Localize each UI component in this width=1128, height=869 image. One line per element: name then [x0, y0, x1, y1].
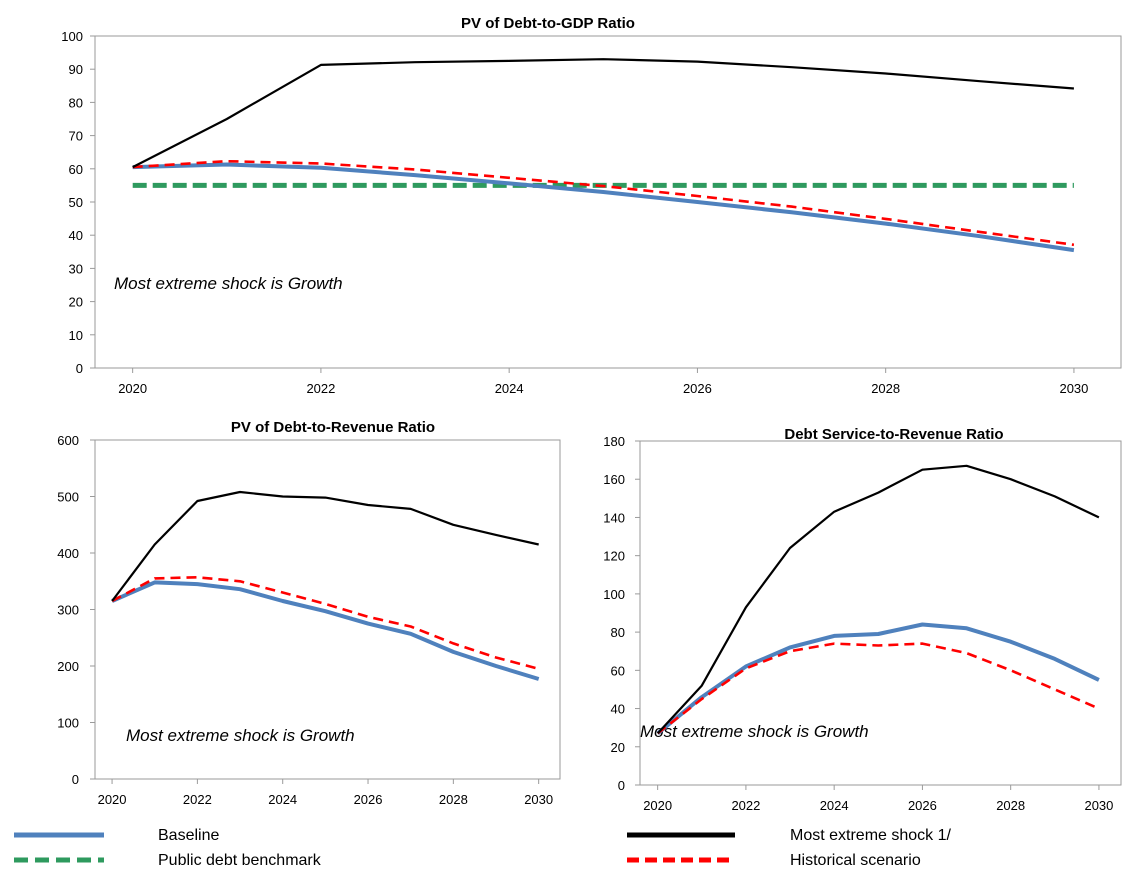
x-tick-label: 2030 — [1084, 798, 1113, 813]
y-tick-label: 0 — [72, 772, 79, 787]
series-line-historical — [111, 575, 540, 671]
y-tick-label: 100 — [57, 716, 79, 731]
y-tick-label: 20 — [611, 740, 625, 755]
x-tick-label: 2020 — [118, 381, 147, 396]
y-tick-label: 0 — [618, 778, 625, 793]
y-tick-label: 60 — [611, 663, 625, 678]
chart-title-1: PV of Debt-to-Revenue Ratio — [231, 419, 435, 436]
x-tick-label: 2024 — [268, 792, 297, 807]
annotation-1: Most extreme shock is Growth — [126, 726, 355, 745]
series-line-historical — [656, 642, 1100, 735]
series-line-baseline — [656, 622, 1100, 735]
legend-label-historical: Historical scenario — [790, 852, 921, 869]
x-tick-label: 2026 — [354, 792, 383, 807]
x-tick-label: 2028 — [439, 792, 468, 807]
legend-label-extreme: Most extreme shock 1/ — [790, 827, 952, 844]
x-tick-label: 2026 — [908, 798, 937, 813]
plot-area-0 — [94, 35, 1122, 369]
y-tick-label: 10 — [69, 328, 83, 343]
y-tick-label: 80 — [69, 95, 83, 110]
x-tick-label: 2030 — [1059, 381, 1088, 396]
series-line-extreme — [132, 58, 1074, 169]
series-line-baseline — [132, 162, 1075, 253]
chart-title-0: PV of Debt-to-GDP Ratio — [461, 15, 635, 32]
y-tick-label: 90 — [69, 62, 83, 77]
y-tick-label: 60 — [69, 162, 83, 177]
y-tick-label: 30 — [69, 261, 83, 276]
x-tick-label: 2024 — [495, 381, 524, 396]
y-tick-label: 0 — [76, 361, 83, 376]
x-tick-label: 2020 — [98, 792, 127, 807]
annotation-2: Most extreme shock is Growth — [640, 722, 869, 741]
series-line-historical — [132, 159, 1075, 247]
series-line-baseline — [111, 580, 540, 681]
series-line-extreme — [111, 490, 539, 602]
y-tick-label: 40 — [611, 702, 625, 717]
plot-area-2 — [639, 440, 1122, 786]
x-tick-label: 2028 — [996, 798, 1025, 813]
y-tick-label: 160 — [603, 472, 625, 487]
chart-title-2: Debt Service-to-Revenue Ratio — [784, 426, 1003, 443]
y-tick-label: 200 — [57, 659, 79, 674]
x-tick-label: 2022 — [306, 381, 335, 396]
x-tick-label: 2020 — [643, 798, 672, 813]
annotation-0: Most extreme shock is Growth — [114, 274, 343, 293]
y-tick-label: 140 — [603, 510, 625, 525]
y-tick-label: 50 — [69, 195, 83, 210]
x-tick-label: 2026 — [683, 381, 712, 396]
x-tick-label: 2028 — [871, 381, 900, 396]
y-tick-label: 600 — [57, 433, 79, 448]
y-tick-label: 100 — [61, 29, 83, 44]
legend-label-benchmark: Public debt benchmark — [158, 852, 322, 869]
x-tick-label: 2024 — [820, 798, 849, 813]
x-tick-label: 2030 — [524, 792, 553, 807]
x-tick-label: 2022 — [183, 792, 212, 807]
y-tick-label: 40 — [69, 228, 83, 243]
series-line-extreme — [656, 464, 1100, 735]
y-tick-label: 120 — [603, 549, 625, 564]
y-tick-label: 300 — [57, 603, 79, 618]
x-tick-label: 2022 — [731, 798, 760, 813]
y-tick-label: 100 — [603, 587, 625, 602]
y-tick-label: 400 — [57, 546, 79, 561]
y-tick-label: 20 — [69, 295, 83, 310]
legend-label-baseline: Baseline — [158, 827, 219, 844]
y-tick-label: 500 — [57, 490, 79, 505]
y-tick-label: 80 — [611, 625, 625, 640]
y-tick-label: 180 — [603, 434, 625, 449]
y-tick-label: 70 — [69, 129, 83, 144]
